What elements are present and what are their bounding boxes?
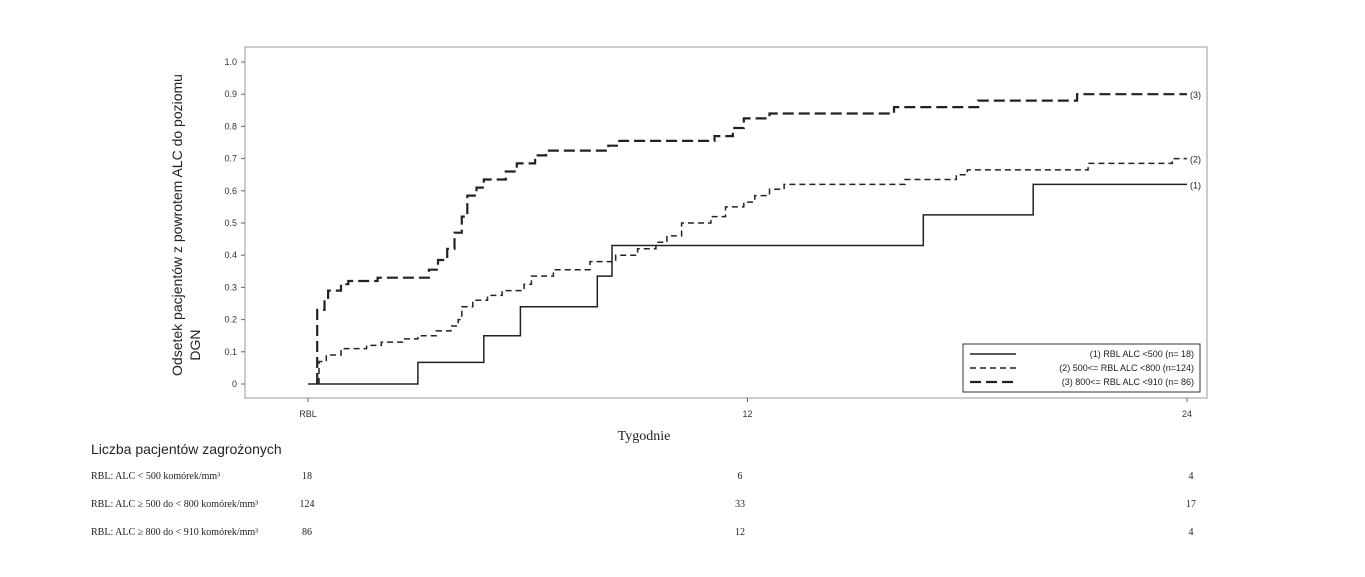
series-line-3: [316, 93, 1187, 384]
risk-value-rbl: 86: [302, 527, 312, 538]
series-end-label-2: (2): [1190, 155, 1201, 165]
risk-value-12: 6: [737, 471, 743, 482]
y-axis: 0 0.1 0.2 0.3 0.4 0.5 0.6 0.7 0.8 0.9 1.0: [224, 57, 245, 389]
risk-value-24: 4: [1188, 527, 1194, 538]
y-axis-title-line1: Odsetek pacjentów z powrotem ALC do pozi…: [169, 74, 185, 376]
risk-row-2: RBL: ALC ≥ 500 do < 800 komórek/mm³ 124 …: [91, 499, 1211, 513]
x-axis: RBL 12 24: [299, 398, 1192, 419]
legend-entry-1: (1) RBL ALC <500 (n= 18): [1090, 349, 1194, 359]
risk-value-24: 17: [1186, 499, 1196, 510]
x-tick-label: RBL: [299, 409, 317, 419]
end-labels: (1) (2) (3): [1190, 90, 1201, 190]
risk-table-title: Liczba pacjentów zagrożonych: [91, 441, 282, 457]
series-end-label-3: (3): [1190, 90, 1201, 100]
risk-value-24: 4: [1188, 471, 1194, 482]
y-tick-label: 0.1: [224, 347, 237, 357]
risk-row-3: RBL: ALC ≥ 800 do < 910 komórek/mm³ 86 1…: [91, 527, 1211, 541]
series-group: [308, 93, 1187, 385]
risk-row-label: RBL: ALC < 500 komórek/mm³: [91, 471, 221, 482]
risk-value-12: 33: [735, 499, 745, 510]
x-tick-label: 12: [742, 409, 752, 419]
series-end-label-1: (1): [1190, 180, 1201, 190]
y-axis-title-line2: DGN: [187, 329, 203, 360]
series-line-2: [318, 157, 1187, 384]
y-tick-label: 0.3: [224, 282, 237, 292]
y-tick-label: 0.4: [224, 250, 237, 260]
y-tick-label: 0.9: [224, 89, 237, 99]
risk-row-label: RBL: ALC ≥ 500 do < 800 komórek/mm³: [91, 499, 259, 510]
y-tick-label: 0.8: [224, 121, 237, 131]
y-tick-label: 0.7: [224, 154, 237, 164]
y-tick-label: 1.0: [224, 57, 237, 67]
x-axis-title: Tygodnie: [618, 429, 671, 444]
y-tick-label: 0.2: [224, 315, 237, 325]
x-tick-label: 24: [1182, 409, 1192, 419]
risk-value-12: 12: [735, 527, 745, 538]
y-tick-label: 0: [232, 379, 237, 389]
legend-entry-3: (3) 800<= RBL ALC <910 (n= 86): [1062, 377, 1194, 387]
risk-value-rbl: 124: [299, 499, 315, 510]
legend-entry-2: (2) 500<= RBL ALC <800 (n=124): [1059, 363, 1194, 373]
y-tick-label: 0.6: [224, 186, 237, 196]
y-tick-label: 0.5: [224, 218, 237, 228]
risk-row-label: RBL: ALC ≥ 800 do < 910 komórek/mm³: [91, 527, 259, 538]
legend: (1) RBL ALC <500 (n= 18) (2) 500<= RBL A…: [962, 343, 1201, 393]
series-line-1: [308, 183, 1187, 385]
risk-value-rbl: 18: [302, 471, 312, 482]
risk-row-1: RBL: ALC < 500 komórek/mm³ 18 6 4: [91, 471, 1211, 485]
